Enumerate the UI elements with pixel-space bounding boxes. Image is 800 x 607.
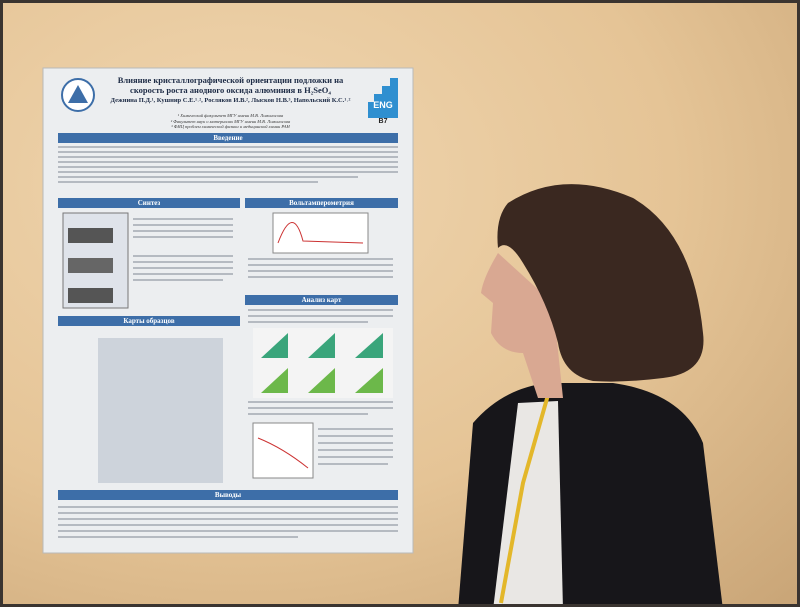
face xyxy=(481,253,563,398)
poster-authors: Дежнина П.Д.¹, Кушнир С.Е.¹˒², Росляков … xyxy=(110,97,351,104)
logo-mark xyxy=(68,85,88,103)
scene xyxy=(42,67,723,604)
affiliation: ¹ Химический факультет МГУ имени М.В. Ло… xyxy=(177,113,284,118)
badge-shape xyxy=(368,78,398,118)
figures xyxy=(62,212,393,483)
poster-title: Влияние кристаллографической ориентации … xyxy=(117,75,344,95)
affiliation: ³ ФИЦ проблем химической физики и медици… xyxy=(171,124,290,129)
section-heading: Выводы xyxy=(58,490,398,500)
section-heading: Карты образцов xyxy=(58,316,240,326)
section-heading: Вольтамперометрия xyxy=(245,198,398,208)
body-text xyxy=(58,146,398,538)
affiliation: ² Факультет наук о материалах МГУ имени … xyxy=(170,118,291,124)
hair xyxy=(497,184,704,382)
poster-code: B7 xyxy=(378,118,388,125)
lanyard xyxy=(499,394,550,604)
badge-label: ENG xyxy=(373,100,393,110)
section-heading: Синтез xyxy=(58,198,240,208)
section-heading: Введение xyxy=(58,133,398,143)
section-heading: Анализ карт xyxy=(245,295,398,305)
